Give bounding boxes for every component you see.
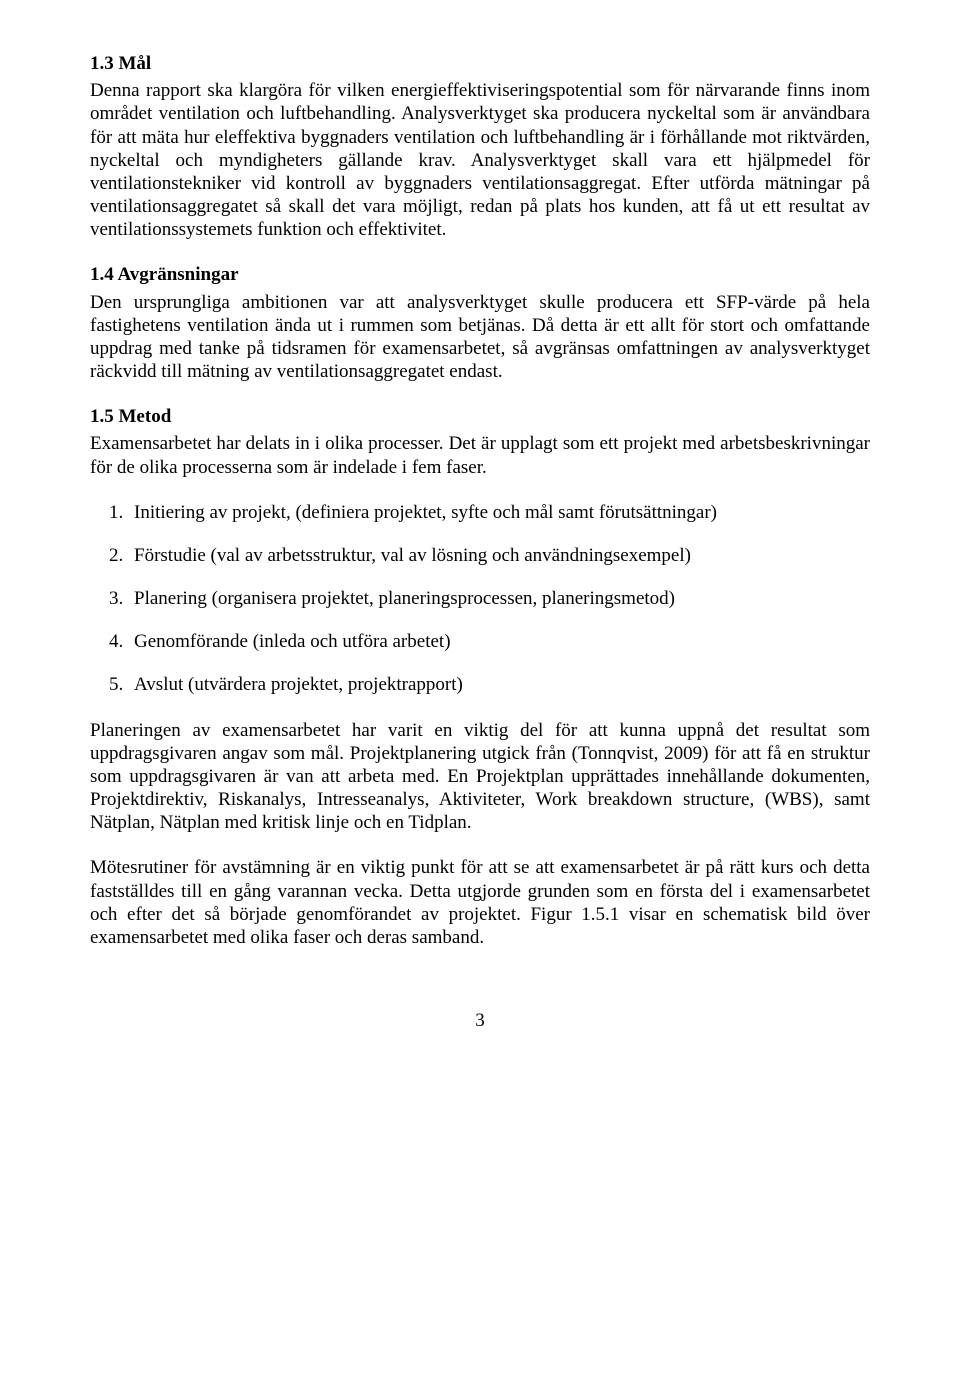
heading-1-5: 1.5 Metod — [90, 405, 870, 428]
document-page: 1.3 Mål Denna rapport ska klargöra för v… — [0, 0, 960, 1395]
paragraph-1-5-meetings: Mötesrutiner för avstämning är en viktig… — [90, 856, 870, 949]
paragraph-1-4: Den ursprungliga ambitionen var att anal… — [90, 291, 870, 384]
heading-1-3: 1.3 Mål — [90, 52, 870, 75]
page-number: 3 — [90, 1009, 870, 1032]
paragraph-1-5-intro: Examensarbetet har delats in i olika pro… — [90, 432, 870, 478]
list-item: Planering (organisera projektet, planeri… — [128, 587, 870, 610]
list-item: Avslut (utvärdera projektet, projektrapp… — [128, 673, 870, 696]
method-phase-list: Initiering av projekt, (definiera projek… — [90, 501, 870, 697]
list-item: Genomförande (inleda och utföra arbetet) — [128, 630, 870, 653]
paragraph-1-3: Denna rapport ska klargöra för vilken en… — [90, 79, 870, 241]
list-item: Förstudie (val av arbetsstruktur, val av… — [128, 544, 870, 567]
heading-1-4: 1.4 Avgränsningar — [90, 263, 870, 286]
list-item: Initiering av projekt, (definiera projek… — [128, 501, 870, 524]
paragraph-1-5-planning: Planeringen av examensarbetet har varit … — [90, 719, 870, 835]
